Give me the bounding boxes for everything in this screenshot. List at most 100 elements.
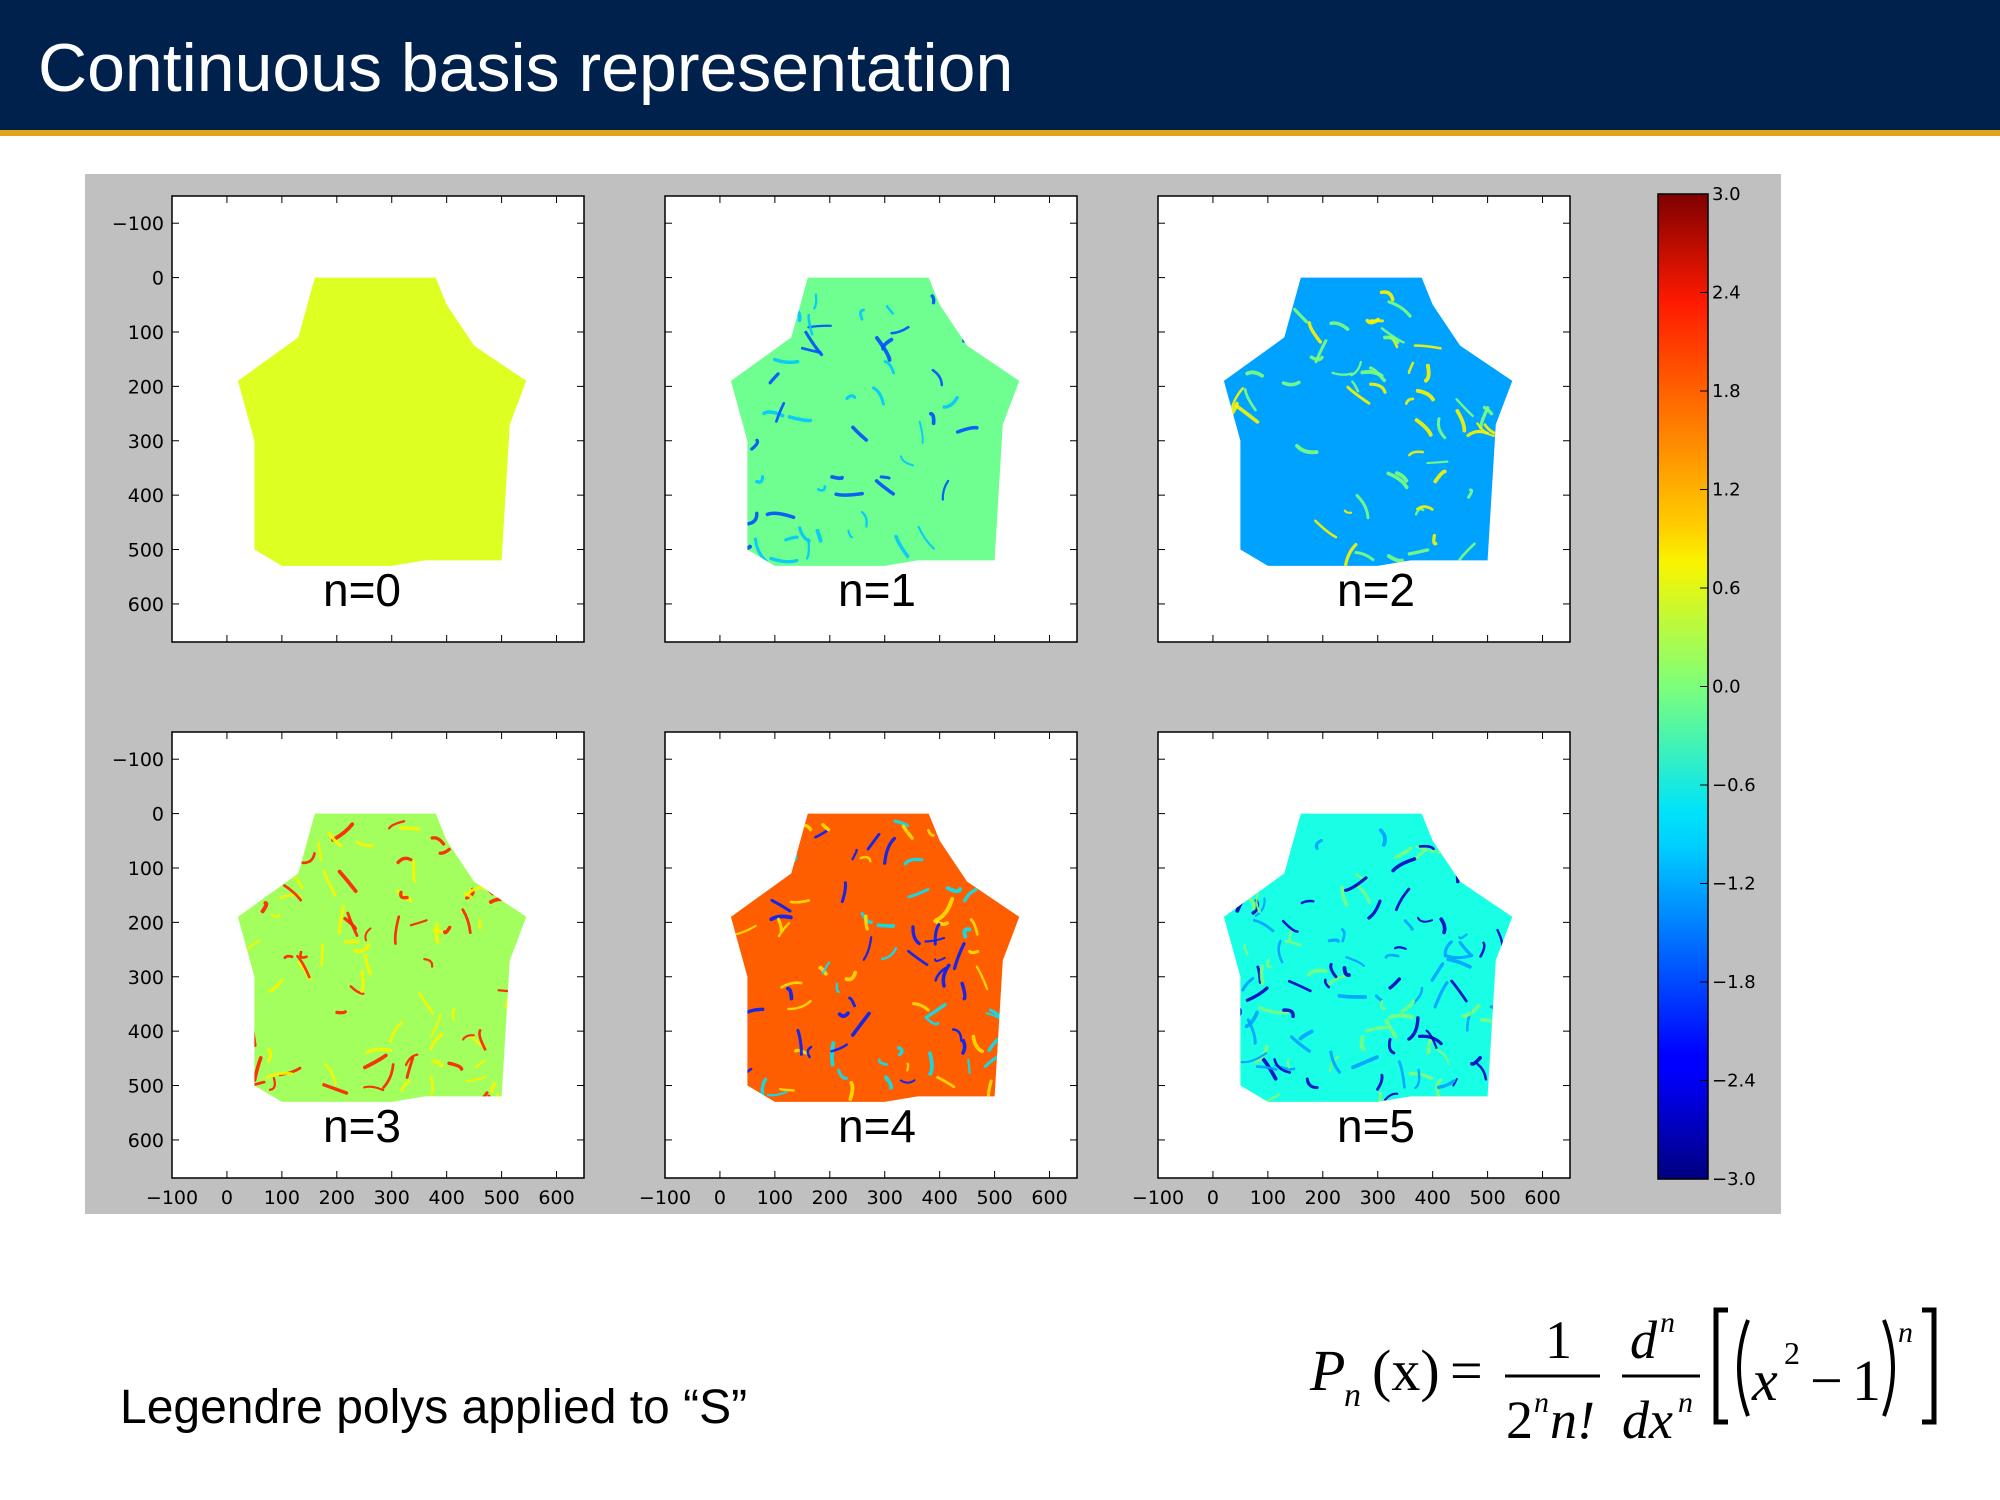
panel-streak (349, 985, 365, 995)
panel-streak (1430, 962, 1445, 982)
panel-streak (936, 1076, 956, 1089)
formula-equals: = (1450, 1338, 1483, 1403)
panel-streak (1414, 418, 1433, 437)
panel-streak (1397, 1060, 1406, 1089)
formula-frac1-den-exp: n (1534, 1386, 1549, 1419)
slide-caption: Legendre polys applied to “S” (120, 1381, 748, 1434)
panel-streak (1384, 1092, 1399, 1101)
panel-streak (1386, 471, 1409, 490)
panel-streak (1455, 398, 1474, 418)
panel-label: n=4 (838, 1100, 916, 1152)
panel-streak (1394, 887, 1411, 912)
heatmap-panel-3: −100 0 100 200 300 400 500 600 −100 0 100 200 300 400… (112, 731, 585, 1209)
panel-streak (840, 881, 848, 904)
panel-streak (848, 996, 857, 1008)
panel-streak (1300, 899, 1315, 905)
panel-streak (423, 958, 434, 968)
panel-streak (474, 1059, 486, 1069)
panel-streak (778, 1087, 795, 1092)
panel-label: n=1 (838, 564, 916, 616)
panel-streak (412, 859, 416, 883)
panel-streak (955, 425, 979, 434)
y-tick-label: 200 (128, 376, 164, 398)
panel-streak (945, 886, 963, 894)
panel-streak (360, 970, 365, 993)
x-tick-label: 200 (319, 1187, 355, 1209)
panel-streak (461, 908, 472, 935)
panel-streak (934, 897, 955, 923)
panel-streak (1306, 968, 1328, 977)
x-tick-label: −100 (639, 1187, 691, 1209)
panel-streak (1341, 928, 1346, 943)
panel-streak (1314, 838, 1323, 850)
panel-streak (821, 822, 831, 832)
panel-streak (1426, 460, 1449, 465)
panel-streak (1439, 917, 1447, 935)
panel-streak (1391, 857, 1417, 873)
panel-streak (851, 425, 869, 442)
panel-streak (864, 914, 869, 931)
formula-inner-minus: − (1810, 1348, 1843, 1413)
panel-streak (1329, 1055, 1340, 1073)
panel-streak (1394, 946, 1407, 950)
panel-streak (1446, 957, 1472, 969)
panel-streak (434, 922, 440, 945)
panel-streak (389, 1021, 404, 1044)
panel-streak (968, 949, 980, 955)
panel-streak (862, 936, 873, 961)
panel-streak (917, 525, 935, 550)
y-tick-label: 500 (128, 1076, 164, 1098)
panel-streak (830, 1041, 836, 1067)
x-tick-label: 0 (714, 1187, 726, 1209)
x-tick-label: 100 (1250, 1187, 1286, 1209)
panel-streak (1407, 548, 1430, 556)
y-tick-label: 400 (128, 1021, 164, 1043)
panel-streak (364, 1047, 393, 1055)
panel-streak (296, 954, 311, 979)
panel-streak (1413, 344, 1442, 350)
panel-streak (1379, 290, 1395, 302)
panel-streak (1426, 1038, 1433, 1055)
panel-streak (1436, 417, 1447, 440)
panel-streak (770, 898, 792, 913)
panel-streak (1376, 1073, 1384, 1091)
panel-streak (1246, 1018, 1257, 1045)
panel-streak (1234, 403, 1260, 424)
panel-streak (848, 1080, 855, 1101)
panel-streak (393, 915, 401, 945)
panel-streak (266, 1047, 273, 1063)
panel-streak (478, 918, 482, 930)
panel-streak (363, 954, 373, 976)
panel-streak (1378, 828, 1387, 847)
panel-streak (324, 1063, 337, 1086)
colorbar-tick-label: −2.4 (1712, 1071, 1756, 1092)
panel-streak (1414, 1068, 1421, 1090)
panel-streak (1298, 1029, 1314, 1041)
panel-streak (899, 1079, 916, 1084)
panel-streak (1407, 1016, 1420, 1041)
panel-streak (1273, 1058, 1292, 1074)
formula-outer-exp: n (1898, 1316, 1913, 1349)
panel-streak (1416, 505, 1434, 511)
panel-streak (246, 939, 260, 950)
y-tick-label: 0 (152, 804, 164, 826)
colorbar-tick-label: 0.0 (1712, 677, 1741, 698)
formula-p: P (1309, 1338, 1345, 1403)
x-tick-label: 400 (429, 1187, 465, 1209)
panel-streak (1346, 385, 1371, 405)
panel-streak (762, 410, 785, 418)
panel-streak (363, 1085, 385, 1092)
panel-streak (1387, 1013, 1415, 1020)
x-tick-label: 300 (867, 1187, 903, 1209)
panel-streak (270, 913, 281, 918)
panel-streak (1476, 1063, 1488, 1081)
panel-streak (1243, 388, 1257, 412)
panel-streak (1245, 370, 1265, 378)
panel-streak (1240, 1052, 1268, 1064)
y-tick-label: 0 (152, 268, 164, 290)
formula-frac2-num-base: d (1630, 1310, 1658, 1370)
panel-streak (1384, 1018, 1398, 1039)
panel-streak (355, 840, 375, 848)
panel-streak (1415, 848, 1428, 860)
panel-streak (1384, 953, 1400, 959)
